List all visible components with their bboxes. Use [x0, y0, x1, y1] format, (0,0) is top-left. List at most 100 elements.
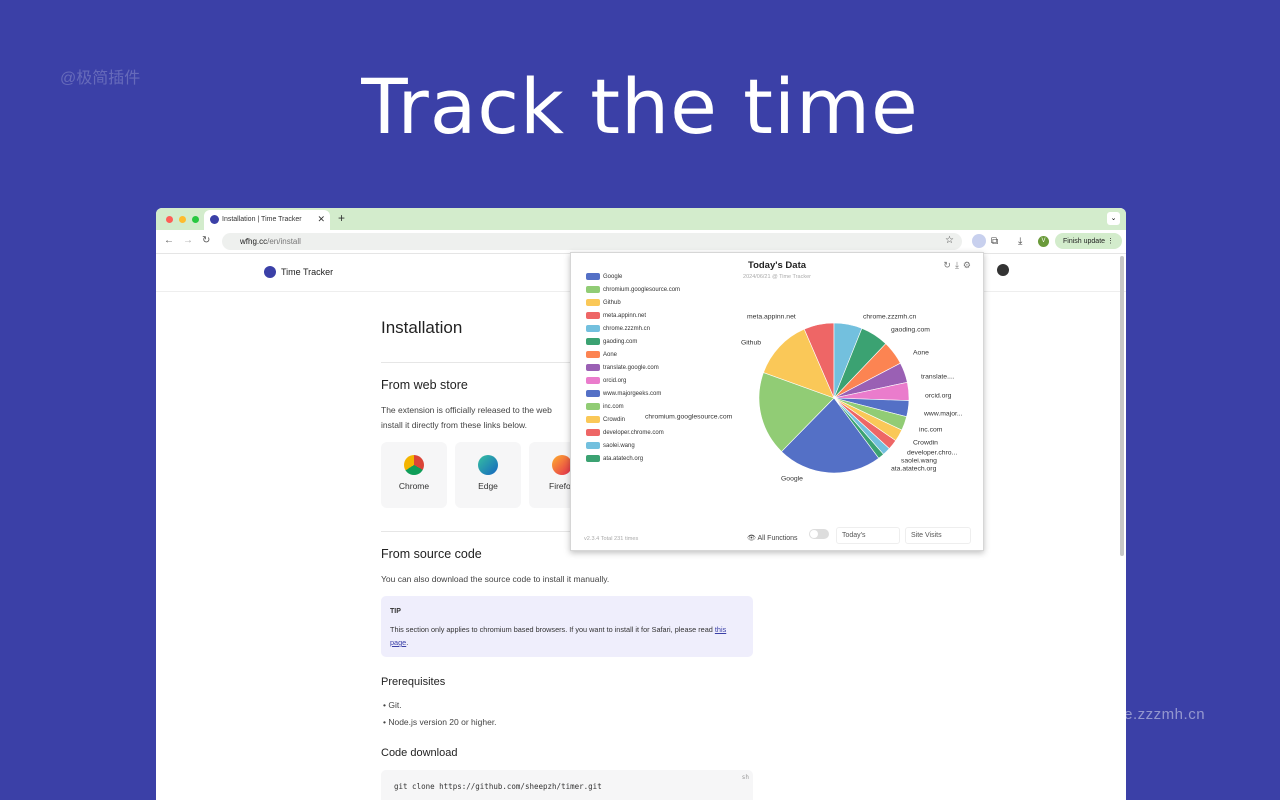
download-icon[interactable]: ⤓	[954, 260, 963, 270]
legend-item[interactable]: chromium.googlesource.com	[586, 283, 680, 296]
legend-item[interactable]: saolei.wang	[586, 439, 680, 452]
legend-item[interactable]: inc.com	[586, 400, 680, 413]
reload-icon[interactable]: ↻	[202, 235, 211, 246]
legend-swatch	[586, 377, 600, 384]
legend-item[interactable]: Aone	[586, 348, 680, 361]
time-tracker-extension-icon[interactable]	[972, 234, 986, 248]
new-tab-button[interactable]: +	[338, 211, 346, 225]
maximize-window-button[interactable]	[192, 216, 199, 223]
site-logo[interactable]: Time Tracker	[264, 266, 333, 278]
tab-installation[interactable]: Installation | Time Tracker ✕	[204, 210, 330, 230]
legend-label: www.majorgeeks.com	[603, 390, 662, 397]
this-page-link[interactable]: this page	[390, 625, 727, 647]
legend-swatch	[586, 364, 600, 371]
chrome-icon	[404, 455, 424, 475]
legend-label: translate.google.com	[603, 364, 659, 371]
legend-label: chrome.zzzmh.cn	[603, 325, 651, 332]
pie-slice[interactable]	[833, 397, 884, 459]
pie-slice[interactable]	[758, 372, 835, 452]
prereq-item: • Git.	[383, 700, 402, 710]
tab-search-chevron-icon[interactable]: ⌄	[1107, 212, 1120, 225]
hourglass-icon	[210, 215, 219, 224]
pie-label: Crowdin	[913, 439, 938, 447]
legend-label: gaoding.com	[603, 338, 638, 345]
divider	[381, 362, 753, 363]
legend-swatch	[586, 299, 600, 306]
pie-label: Aone	[913, 349, 929, 357]
pie-label: chromium.googlesource.com	[645, 413, 733, 421]
chrome-store-card[interactable]: Chrome	[381, 442, 447, 508]
metric-select[interactable]: Site Visits	[905, 527, 971, 544]
code-text: git clone https://github.com/sheepzh/tim…	[394, 782, 602, 791]
scrollbar[interactable]	[1120, 256, 1124, 556]
legend-label: inc.com	[603, 403, 624, 410]
legend-item[interactable]: chrome.zzzmh.cn	[586, 322, 680, 335]
legend-item[interactable]: Crowdin	[586, 413, 680, 426]
bookmark-star-icon[interactable]: ☆	[945, 235, 954, 246]
legend-item[interactable]: gaoding.com	[586, 335, 680, 348]
all-functions-toggle[interactable]	[809, 529, 829, 539]
tab-bar: Installation | Time Tracker ✕ + ⌄	[156, 208, 1126, 230]
legend-item[interactable]: orcid.org	[586, 374, 680, 387]
pie-label: inc.com	[919, 426, 943, 434]
url-input[interactable]: wfhg.cc/en/install ☆	[222, 233, 962, 250]
close-window-button[interactable]	[166, 216, 173, 223]
eye-icon: 👁	[747, 535, 756, 542]
close-tab-icon[interactable]: ✕	[317, 214, 325, 224]
legend-label: Crowdin	[603, 416, 626, 423]
legend-item[interactable]: www.majorgeeks.com	[586, 387, 680, 400]
source-heading: From source code	[381, 547, 482, 561]
web-store-heading: From web store	[381, 378, 468, 392]
prereq-text: Node.js version 20 or higher.	[388, 717, 497, 727]
prereq-heading: Prerequisites	[381, 676, 446, 688]
hourglass-icon	[264, 266, 276, 278]
source-text: You can also download the source code to…	[381, 574, 610, 584]
popup-toolbar: ↻⤓⚙	[943, 260, 975, 271]
github-icon[interactable]	[997, 264, 1009, 276]
pie-label: orcid.org	[925, 392, 952, 400]
tip-box: TIP This section only applies to chromium…	[381, 596, 753, 657]
legend-item[interactable]: translate.google.com	[586, 361, 680, 374]
settings-gear-icon[interactable]: ⚙	[962, 260, 975, 270]
code-block[interactable]: sh git clone https://github.com/sheepzh/t…	[381, 770, 753, 800]
back-icon[interactable]: ←	[164, 235, 174, 246]
edge-store-card[interactable]: Edge	[455, 442, 521, 508]
legend-label: Google	[603, 273, 623, 280]
pie-slice[interactable]	[763, 328, 835, 399]
pie-slice[interactable]	[781, 397, 880, 474]
legend-swatch	[586, 403, 600, 410]
finish-update-button[interactable]: Finish update ⋮	[1055, 233, 1122, 249]
pie-label: meta.appinn.net	[747, 313, 796, 321]
legend-item[interactable]: Google	[586, 270, 680, 283]
tip-text: This section only applies to chromium ba…	[390, 625, 715, 634]
prereq-text: Git.	[388, 700, 402, 710]
divider	[381, 531, 753, 532]
legend-item[interactable]: developer.chrome.com	[586, 426, 680, 439]
finish-update-label: Finish update	[1063, 238, 1106, 245]
date-range-select[interactable]: Today's	[836, 527, 900, 544]
pie-chart	[758, 322, 910, 474]
card-label: Edge	[478, 481, 498, 491]
card-label: Firefox	[549, 481, 575, 491]
pie-label: developer.chro...	[907, 449, 958, 457]
address-bar-row: ← → ↻ wfhg.cc/en/install ☆ ⧉ ⤓ V Finish u…	[156, 230, 1126, 254]
chart-legend: Google chromium.googlesource.com Github met…	[586, 270, 680, 465]
chart-title: Today's Data	[747, 260, 807, 271]
minimize-window-button[interactable]	[179, 216, 186, 223]
legend-item[interactable]: Github	[586, 296, 680, 309]
legend-item[interactable]: ata.atatech.org	[586, 452, 680, 465]
legend-item[interactable]: meta.appinn.net	[586, 309, 680, 322]
extension-popup: Today's Data 2024/06/21 @ Time Tracker ↻…	[570, 252, 984, 551]
legend-label: chromium.googlesource.com	[603, 286, 681, 293]
pie-label: translate....	[921, 373, 955, 381]
forward-icon[interactable]: →	[183, 235, 193, 246]
extensions-puzzle-icon[interactable]: ⧉	[991, 236, 999, 247]
legend-label: meta.appinn.net	[603, 312, 647, 319]
legend-swatch	[586, 455, 600, 462]
download-icon[interactable]: ⤓	[1018, 236, 1023, 247]
legend-label: ata.atatech.org	[603, 455, 644, 462]
avatar[interactable]: V	[1038, 236, 1049, 247]
refresh-icon[interactable]: ↻	[943, 260, 955, 270]
pie-label: ata.atatech.org	[891, 465, 937, 473]
prereq-item: • Node.js version 20 or higher.	[383, 717, 497, 727]
